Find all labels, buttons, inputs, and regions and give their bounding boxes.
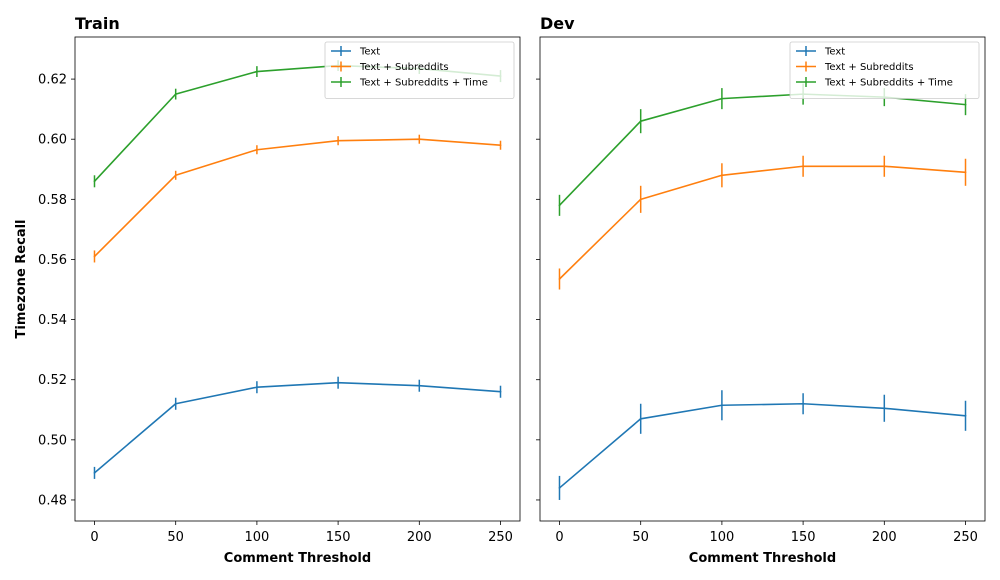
y-tick-label: 0.58 [38,193,67,208]
series-line [93,381,501,474]
x-axis-title: Comment Threshold [224,551,371,566]
data-point [558,278,561,280]
series-text-subreddits-time [558,83,967,216]
data-point [174,402,177,405]
legend: Text Text + Subreddits Text + Subreddits +… [324,41,515,99]
y-axis-title: Timezone Recall [14,220,29,339]
data-point [418,138,421,141]
x-tick-label: 250 [953,530,978,545]
x-tick-label: 100 [244,530,269,545]
data-point [337,139,340,142]
x-tick-label: 150 [326,530,351,545]
x-tick-label: 100 [709,530,734,545]
legend-label: Text [359,47,380,58]
x-tick-label: 250 [488,530,513,545]
series-text-subreddits [93,134,502,263]
data-point [720,174,723,177]
x-tick-label: 200 [872,530,897,545]
legend-item: Text [331,46,380,58]
data-point [964,103,967,106]
x-tick-label: 150 [791,530,816,545]
x-axis-title: Comment Threshold [689,551,836,566]
data-point [639,120,642,123]
panel-title: Train [75,14,120,33]
legend-box [324,41,515,99]
legend-label: Text + Subreddits [359,62,449,73]
y-tick-label: 0.54 [38,313,67,328]
data-point [255,386,258,389]
legend-item: Text + Subreddits [796,61,914,73]
panel-title: Dev [540,14,575,33]
data-point [558,204,561,207]
x-tick-label: 50 [632,530,649,545]
data-point [418,384,421,387]
series-text [93,376,502,479]
y-tick-label: 0.60 [38,133,67,148]
data-point [964,171,967,174]
data-point [499,144,502,147]
legend-label: Text + Subreddits [824,62,914,73]
data-point [255,70,258,73]
panel-train: Train 0 50 100 150 200 250 0.48 0.50 0.52 0.54 0.56… [14,14,521,566]
data-point [558,487,561,489]
series-line [558,402,966,489]
x-tick-label: 200 [407,530,432,545]
data-point [255,148,258,151]
data-point [337,381,340,384]
legend-label: Text + Subreddits + Time [359,78,488,89]
data-point [499,390,502,393]
series-text [558,390,967,500]
data-point [883,165,886,168]
legend-item: Text [796,46,845,58]
x-tick-label: 0 [555,530,563,545]
legend-item: Text + Subreddits [331,61,449,73]
data-point [93,472,96,474]
series-line [558,165,966,280]
data-point [174,93,177,96]
y-tick-label: 0.48 [38,493,67,508]
legend-item: Text + Subreddits + Time [796,77,953,89]
data-point [174,174,177,177]
series-text-subreddits [558,155,967,290]
data-point [802,165,805,168]
x-tick-label: 50 [167,530,184,545]
plot-frame [74,36,521,522]
data-point [639,198,642,201]
series-line [558,93,966,206]
plot-frame [539,36,986,522]
y-tick-label: 0.62 [38,73,67,88]
legend-label: Text [824,47,845,58]
data-point [93,255,96,258]
data-point [883,407,886,410]
legend: Text Text + Subreddits Text + Subreddits +… [789,41,980,99]
data-point [93,180,96,183]
data-point [802,402,805,405]
data-point [720,97,723,100]
legend-box [789,41,980,99]
legend-item: Text + Subreddits + Time [331,77,488,89]
series-line [93,138,501,258]
y-tick-label: 0.50 [38,433,67,448]
data-point [964,414,967,417]
data-point [639,417,642,420]
y-tick-label: 0.56 [38,253,67,268]
data-point [720,404,723,407]
y-tick-label: 0.52 [38,373,67,388]
x-tick-label: 0 [90,530,98,545]
legend-label: Text + Subreddits + Time [824,78,953,89]
